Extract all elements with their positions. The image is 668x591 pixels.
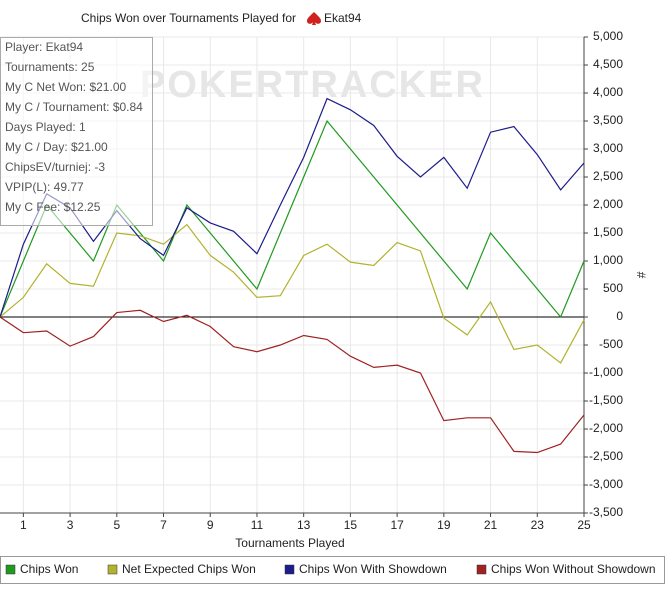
stat-line: VPIP(L): 49.77 [5,180,84,194]
watermark: POKERTRACKER [140,64,485,106]
x-tick-label: 23 [531,518,545,532]
y-tick-label: -2,000 [589,421,623,435]
stats-box-frame [0,37,153,226]
spade-icon [307,12,321,25]
x-tick-label: 11 [251,518,264,532]
series-line [0,119,585,319]
y-tick-label: 2,000 [593,197,623,211]
y-tick-label: -3,000 [589,477,623,491]
series-line [0,223,585,364]
player-name: Ekat94 [324,11,362,25]
y-tick-label: 1,500 [593,225,623,239]
legend-swatch [284,564,295,575]
series-line [0,97,585,318]
legend-label: Chips Won With Showdown [299,562,447,576]
y-tick-label: -1,000 [589,365,623,379]
y-tick-label: 0 [616,309,623,323]
legend-label: Chips Won [20,562,78,576]
y-tick-label: 4,000 [593,85,623,99]
legend-swatch [476,564,487,575]
stat-line: ChipsEV/turniej: -3 [5,160,105,174]
legend-label: Net Expected Chips Won [122,562,256,576]
y-tick-label: -500 [599,337,623,351]
y-tick-label: 500 [603,281,623,295]
y-tick-label: 1,000 [593,253,623,267]
x-tick-label: 15 [344,518,358,532]
stat-line: Tournaments: 25 [5,60,95,74]
stat-line: My C Net Won: $21.00 [5,80,126,94]
y-tick-label: 3,500 [593,113,623,127]
legend-label: Chips Won Without Showdown [491,562,656,576]
x-tick-label: 5 [113,518,120,532]
legend-frame [0,556,665,584]
stat-line: My C / Day: $21.00 [5,140,108,154]
y-tick-label: -1,500 [589,393,623,407]
x-tick-label: 17 [390,518,404,532]
x-tick-label: 1 [20,518,27,532]
plot-area: 5,000 4,500 4,000 3,500 3,000 2,500 2,000 1,500… [0,29,623,532]
x-tick-label: 21 [484,518,498,532]
y-tick-label: -2,500 [589,449,623,463]
stat-line: Player: Ekat94 [5,40,83,54]
y-tick-label: 5,000 [593,29,623,43]
legend-swatch [5,564,16,575]
x-tick-label: 3 [67,518,74,532]
stat-line: My C / Tournament: $0.84 [5,100,143,114]
y-tick-label: 3,000 [593,141,623,155]
x-tick-label: 9 [207,518,214,532]
x-tick-label: 7 [160,518,167,532]
y-tick-label: 4,500 [593,57,623,71]
y-tick-label: -3,500 [589,505,623,519]
series-line [0,309,585,454]
x-tick-label: 25 [577,518,591,532]
x-axis-label: Tournaments Played [235,536,344,550]
x-tick-label: 13 [297,518,311,532]
chart-title: Chips Won over Tournaments Played for [81,11,296,25]
stat-line: Days Played: 1 [5,120,86,134]
stat-line: My C Fee: $12.25 [5,200,101,214]
legend: Chips Won Net Expected Chips Won Chips Won… [5,562,656,576]
x-tick-label: 19 [437,518,451,532]
y-tick-label: 2,500 [593,169,623,183]
stats-box: Player: Ekat94 Tournaments: 25 My C Net Wo… [0,37,153,226]
y-axis-label: # [634,272,648,279]
legend-swatch [107,564,118,575]
